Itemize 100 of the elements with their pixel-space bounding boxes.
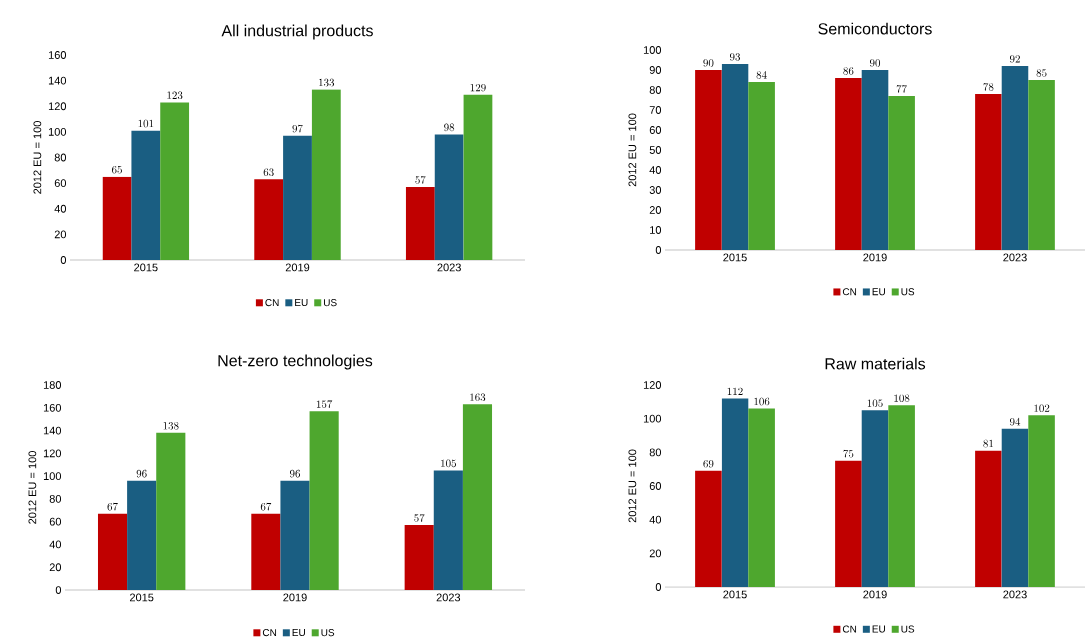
data-label: 63 [263, 168, 274, 176]
bar [251, 513, 281, 591]
data-label: 67 [107, 502, 118, 511]
y-tick-label: 0 [655, 246, 662, 254]
bar [404, 525, 434, 591]
data-label: 75 [843, 449, 854, 458]
data-label: 101 [138, 119, 154, 128]
x-tick-label: 2015 [723, 590, 747, 599]
bar [835, 78, 862, 250]
y-tick-label: 20 [49, 563, 62, 572]
data-label: 98 [444, 123, 455, 132]
y-tick-label: 120 [643, 381, 662, 389]
y-tick-label: 100 [43, 472, 62, 481]
y-tick-label: 40 [649, 515, 662, 524]
bar [721, 64, 749, 250]
bar [283, 135, 312, 261]
y-tick-label: 0 [60, 256, 67, 264]
data-label: 96 [136, 469, 147, 478]
data-label: 123 [167, 91, 183, 100]
legend-label: CN [265, 299, 279, 307]
y-tick-label: 90 [649, 66, 662, 74]
data-label: 57 [415, 176, 426, 184]
data-label: 163 [470, 393, 486, 402]
y-tick-label: 60 [49, 517, 62, 526]
legend-label: EU [872, 288, 885, 296]
legend-label: EU [295, 299, 308, 307]
data-label: 106 [754, 397, 770, 406]
y-tick-label: 20 [54, 230, 67, 239]
data-label: 65 [112, 165, 122, 174]
data-label: 133 [319, 78, 335, 87]
bar [695, 70, 722, 250]
bar [463, 94, 493, 261]
x-tick-label: 2015 [134, 263, 158, 272]
data-label: 112 [727, 387, 743, 395]
bar [1028, 80, 1055, 250]
bar [888, 405, 915, 588]
bar [311, 89, 341, 261]
y-tick-label: 100 [643, 46, 662, 54]
y-tick-label: 120 [43, 449, 62, 458]
y-axis-title: 2012 EU = 100 [628, 449, 637, 523]
y-tick-label: 160 [43, 403, 62, 412]
x-tick-label: 2019 [863, 253, 887, 262]
legend-label: EU [872, 625, 885, 633]
bar [160, 102, 190, 261]
data-label: 57 [414, 514, 425, 522]
chart-title: Raw materials [825, 357, 926, 370]
x-tick-label: 2019 [283, 593, 307, 602]
y-tick-label: 20 [649, 206, 662, 214]
legend-label: US [901, 288, 915, 296]
bar [434, 134, 464, 261]
y-tick-label: 100 [643, 414, 662, 423]
bar [280, 480, 310, 591]
y-tick-label: 180 [43, 381, 62, 389]
x-tick-label: 2019 [863, 590, 887, 599]
y-tick-label: 10 [650, 226, 662, 234]
data-label: 67 [260, 502, 272, 511]
y-tick-label: 120 [48, 102, 67, 111]
bar [1028, 415, 1055, 588]
data-label: 81 [983, 439, 993, 448]
data-label: 102 [1034, 404, 1050, 413]
y-tick-label: 80 [49, 495, 62, 503]
y-tick-label: 0 [655, 583, 662, 591]
y-tick-label: 100 [48, 128, 67, 136]
y-tick-label: 40 [49, 540, 62, 549]
data-label: 108 [894, 394, 910, 402]
y-tick-label: 40 [54, 204, 67, 213]
bar [861, 410, 889, 588]
bar [254, 179, 284, 261]
data-label: 77 [896, 85, 907, 93]
data-label: 96 [289, 469, 301, 478]
legend-label: CN [842, 625, 857, 633]
bar [131, 130, 161, 261]
y-tick-label: 20 [649, 549, 662, 558]
y-tick-label: 80 [649, 86, 662, 94]
data-label: 97 [292, 124, 303, 133]
bar [861, 70, 889, 250]
x-tick-label: 2015 [723, 253, 747, 262]
chart-title: Net-zero technologies [218, 354, 373, 370]
bar [433, 470, 463, 591]
data-label: 138 [163, 422, 179, 430]
bar [975, 94, 1002, 250]
y-tick-label: 80 [54, 153, 67, 162]
x-tick-label: 2019 [285, 263, 310, 272]
data-label: 78 [983, 83, 994, 91]
x-tick-label: 2015 [129, 593, 154, 602]
bar [462, 404, 493, 591]
y-axis-title: 2012 EU = 100 [628, 113, 637, 187]
y-tick-label: 160 [48, 51, 67, 59]
x-tick-label: 2023 [436, 593, 461, 602]
bar [748, 408, 775, 588]
y-tick-label: 30 [649, 186, 662, 194]
y-tick-label: 140 [48, 76, 67, 85]
bar [888, 96, 915, 250]
y-tick-label: 70 [649, 106, 662, 114]
y-tick-label: 140 [43, 426, 62, 435]
bar [1001, 428, 1029, 588]
bar [309, 411, 339, 591]
y-tick-label: 60 [54, 179, 67, 188]
data-label: 94 [1009, 417, 1021, 426]
legend-label: US [323, 299, 337, 307]
